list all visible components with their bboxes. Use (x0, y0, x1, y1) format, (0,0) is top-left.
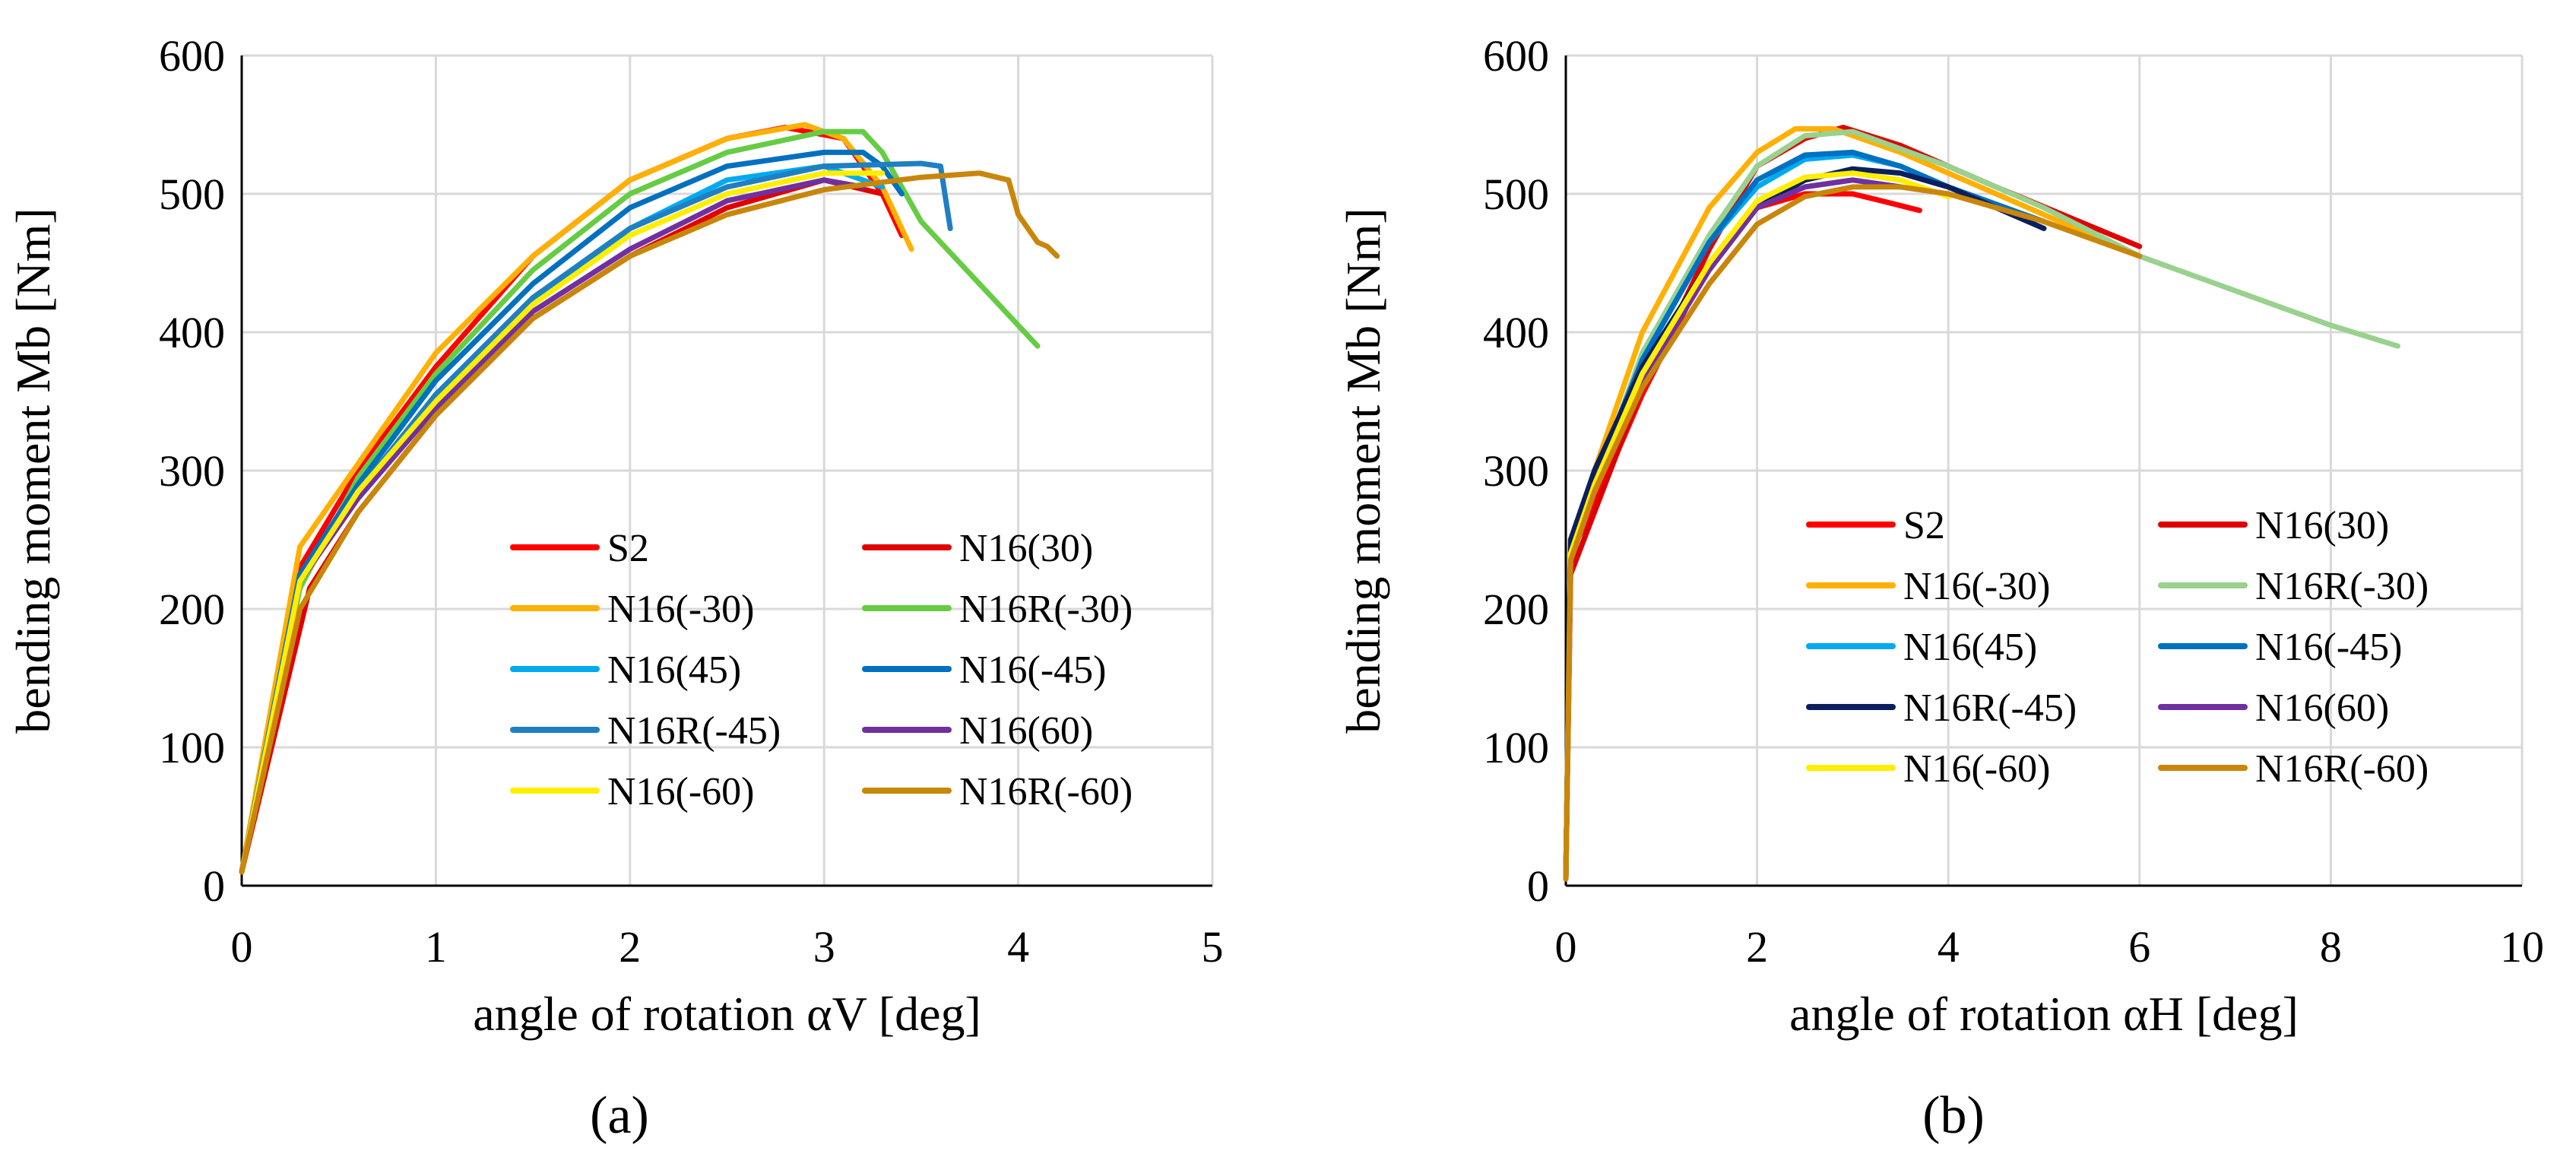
legend-label: N16(45) (607, 648, 741, 692)
legend-label: N16R(-60) (959, 770, 1133, 813)
series-line (239, 170, 1060, 875)
legend-label: N16(60) (959, 709, 1093, 753)
y-tick-label: 300 (1483, 446, 1549, 496)
y-tick-label: 100 (1483, 723, 1549, 772)
x-tick-label: 10 (2500, 922, 2544, 972)
series-line (239, 170, 886, 875)
legend-label: N16R(-45) (1903, 686, 2077, 730)
chart-b: 0 100 200 300 400 500 600 0 2 4 6 8 10 angle of rotat… (1336, 31, 2544, 1145)
x-tick-label: 4 (1938, 922, 1960, 972)
y-tick-label: 100 (159, 723, 225, 772)
series-line (239, 149, 905, 875)
x-tick-label: 0 (1555, 922, 1577, 972)
x-tick-label: 5 (1202, 922, 1224, 972)
legend-label: N16R(-60) (2255, 747, 2429, 791)
legend-label: S2 (1903, 504, 1945, 547)
panel-label: (b) (1922, 1086, 1985, 1145)
x-tick-label: 2 (1746, 922, 1768, 972)
y-tick-label: 400 (159, 308, 225, 357)
legend-label: N16(-60) (1903, 747, 2051, 791)
y-tick-label: 300 (159, 446, 225, 496)
series-line (1563, 191, 1922, 882)
legend-label: N16(-30) (607, 588, 755, 631)
legend-label: N16R(-30) (2255, 565, 2429, 608)
x-tick-label: 0 (231, 922, 253, 972)
chart-a: 0 100 200 300 400 500 600 0 1 2 3 4 5 angle of rotati… (6, 31, 1224, 1145)
series-line (1563, 177, 1903, 882)
y-tick-label: 200 (1483, 585, 1549, 634)
y-axis-title: bending moment Mb [Nm] (1336, 208, 1390, 733)
y-axis-title: bending moment Mb [Nm] (6, 208, 60, 733)
y-tick-label: 0 (1527, 861, 1549, 911)
legend-label: N16(-60) (607, 770, 755, 813)
panel-label: (a) (590, 1086, 649, 1145)
y-tick-label: 200 (159, 585, 225, 634)
x-tick-label: 3 (813, 922, 835, 972)
legend-label: S2 (607, 527, 649, 570)
legend-label: N16R(-30) (959, 588, 1133, 631)
legend-label: N16(-45) (959, 648, 1107, 692)
y-tick-label: 500 (159, 170, 225, 219)
legend-label: N16(-30) (1903, 565, 2051, 608)
series-line (239, 128, 1041, 875)
y-tick-label: 600 (1483, 31, 1549, 81)
x-tick-label: 4 (1007, 922, 1029, 972)
legend-label: N16(45) (1903, 626, 2037, 669)
x-tick-label: 8 (2320, 922, 2342, 972)
legend-label: N16(-45) (2255, 626, 2403, 669)
legend-label: N16(60) (2255, 686, 2389, 730)
legend-label: N16R(-45) (607, 709, 781, 753)
legend-label: N16(30) (2255, 504, 2389, 547)
x-tick-label: 6 (2128, 922, 2150, 972)
y-tick-label: 400 (1483, 308, 1549, 357)
y-tick-label: 600 (159, 31, 225, 81)
legend-label: N16(30) (959, 527, 1093, 570)
x-tick-label: 1 (425, 922, 447, 972)
x-axis-title: angle of rotation αV [deg] (473, 987, 981, 1041)
series-line (1563, 184, 2143, 882)
y-tick-label: 500 (1483, 170, 1549, 219)
x-axis-title: angle of rotation αH [deg] (1789, 987, 2299, 1041)
y-tick-label: 0 (203, 861, 225, 911)
x-tick-label: 2 (619, 922, 641, 972)
